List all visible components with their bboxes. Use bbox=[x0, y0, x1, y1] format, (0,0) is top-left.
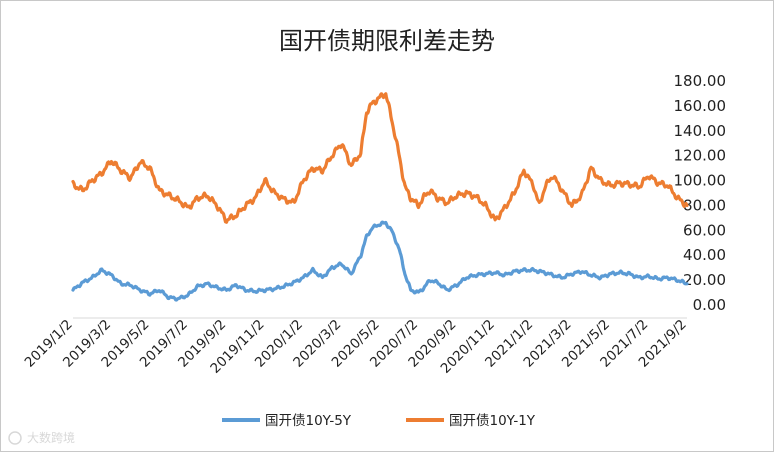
x-axis: 2019/1/22019/3/22019/5/22019/7/22019/9/2… bbox=[22, 317, 690, 377]
legend-label-series-1: 国开债10Y-5Y bbox=[265, 413, 352, 429]
y-tick-label: 160.00 bbox=[674, 97, 727, 115]
watermark-logo-icon bbox=[8, 431, 22, 445]
y-tick-label: 120.00 bbox=[674, 147, 727, 165]
y-tick-label: 80.00 bbox=[683, 196, 726, 214]
legend-label-series-2: 国开债10Y-1Y bbox=[449, 413, 536, 429]
series-line-1 bbox=[71, 220, 689, 302]
y-tick-label: 100.00 bbox=[674, 172, 727, 190]
y-tick-label: 0.00 bbox=[693, 296, 726, 314]
y-tick-label: 20.00 bbox=[683, 271, 726, 289]
series-line-2 bbox=[71, 92, 689, 224]
chart-title: 国开债期限利差走势 bbox=[279, 27, 495, 55]
y-axis: 0.00 20.00 40.00 60.00 80.00 100.00 120.00 140.… bbox=[674, 72, 727, 314]
y-tick-label: 180.00 bbox=[674, 72, 727, 90]
watermark: 大数跨境 bbox=[8, 430, 75, 445]
y-tick-label: 40.00 bbox=[683, 246, 726, 264]
y-tick-label: 60.00 bbox=[683, 221, 726, 239]
series-layer bbox=[71, 92, 689, 302]
watermark-text: 大数跨境 bbox=[27, 430, 75, 445]
legend: 国开债10Y-5Y 国开债10Y-1Y bbox=[222, 413, 536, 429]
y-tick-label: 140.00 bbox=[674, 122, 727, 140]
